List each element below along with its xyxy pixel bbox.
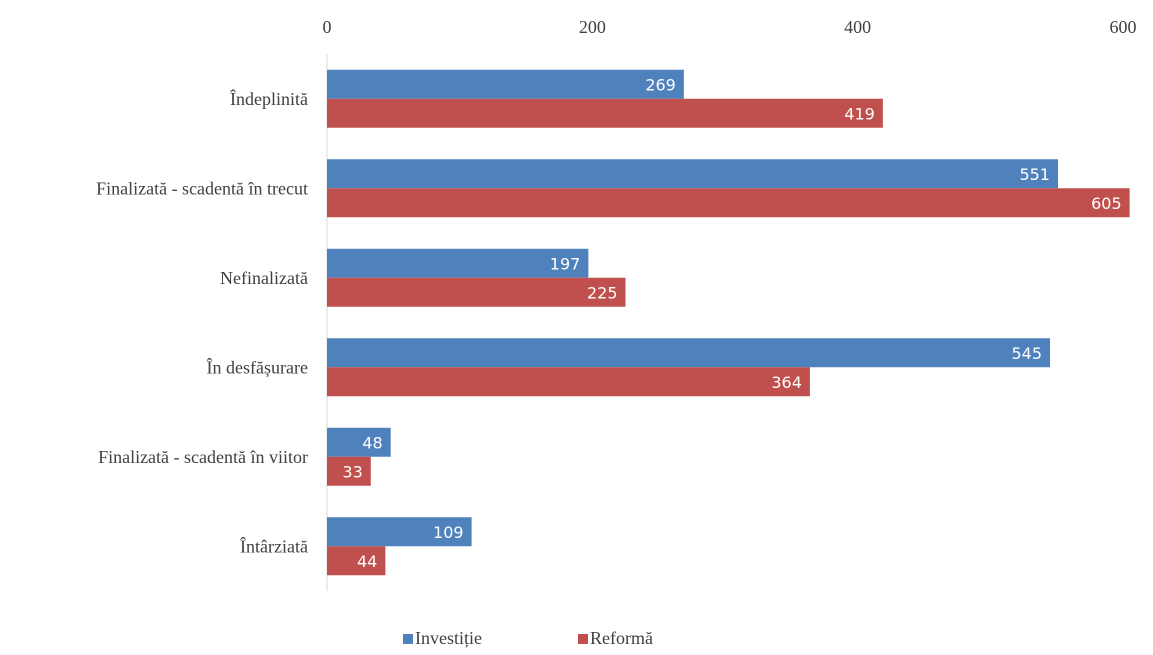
category-label: În desfășurare bbox=[207, 356, 308, 377]
x-tick-label: 0 bbox=[323, 17, 332, 37]
bar-reforma bbox=[327, 98, 883, 128]
category-label: Întârziată bbox=[240, 535, 308, 556]
bar-reforma bbox=[327, 456, 371, 486]
data-label: 33 bbox=[342, 462, 362, 481]
bar-reforma bbox=[327, 188, 1130, 218]
legend-label: Reformă bbox=[590, 628, 653, 648]
legend-swatch bbox=[403, 634, 413, 644]
data-label: 269 bbox=[645, 75, 676, 94]
data-label: 225 bbox=[587, 283, 618, 302]
data-label: 48 bbox=[362, 433, 382, 452]
category-label: Nefinalizată bbox=[220, 268, 308, 288]
data-label: 109 bbox=[433, 523, 464, 542]
data-label: 419 bbox=[844, 104, 875, 123]
category-label: Îndeplinită bbox=[230, 88, 308, 109]
x-tick-label: 200 bbox=[579, 17, 606, 37]
bar-investitie bbox=[327, 159, 1058, 189]
bar-reforma bbox=[327, 367, 810, 397]
bar-investitie bbox=[327, 427, 391, 457]
data-label: 197 bbox=[550, 254, 581, 273]
category-labels: Îndeplinită Finalizată - scadentă în trec… bbox=[96, 88, 308, 557]
data-label: 551 bbox=[1019, 165, 1050, 184]
x-tick-label: 600 bbox=[1110, 17, 1137, 37]
category-label: Finalizată - scadentă în trecut bbox=[96, 178, 308, 198]
x-tick-label: 400 bbox=[844, 17, 871, 37]
legend-label: Investiție bbox=[415, 628, 482, 648]
bar-investitie bbox=[327, 69, 684, 99]
data-label: 364 bbox=[771, 373, 802, 392]
legend-swatch bbox=[578, 634, 588, 644]
category-label: Finalizată - scadentă în viitor bbox=[98, 447, 308, 467]
legend: Investiție Reformă bbox=[403, 628, 653, 648]
bar-investitie bbox=[327, 517, 472, 547]
bar-reforma bbox=[327, 277, 626, 307]
data-label: 605 bbox=[1091, 194, 1122, 213]
bar-investitie bbox=[327, 338, 1051, 368]
x-axis-ticks: 0 200 400 600 bbox=[323, 17, 1137, 37]
bar-reforma bbox=[327, 546, 386, 576]
bar-investitie bbox=[327, 248, 589, 278]
data-label: 44 bbox=[357, 552, 377, 571]
data-label: 545 bbox=[1011, 344, 1042, 363]
bars bbox=[327, 69, 1130, 576]
